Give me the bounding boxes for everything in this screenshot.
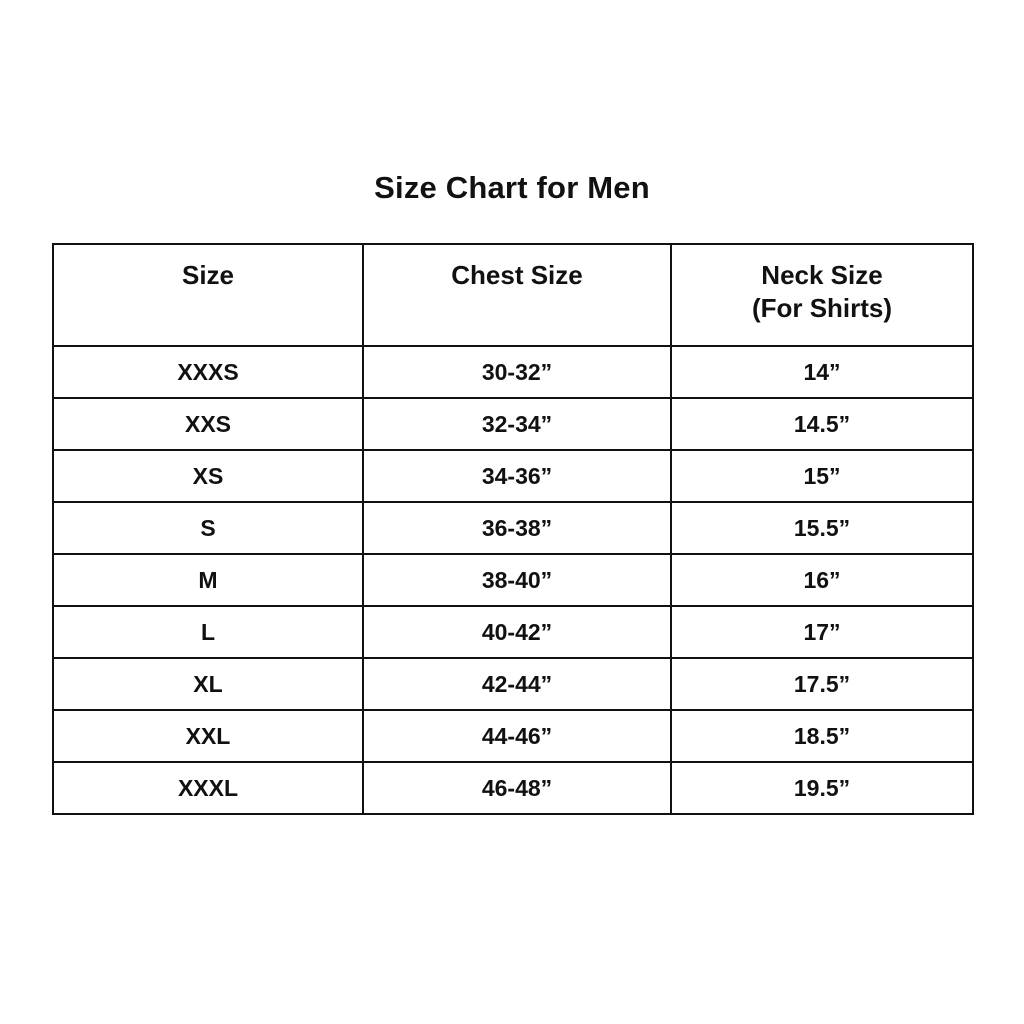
chest-cell: 46-48” xyxy=(362,761,672,815)
table-row: XXXS 30-32” 14” xyxy=(52,345,974,399)
column-header-neck-line1: Neck Size xyxy=(761,260,883,290)
neck-cell: 19.5” xyxy=(670,761,974,815)
column-header-size: Size xyxy=(52,243,364,347)
chest-cell: 40-42” xyxy=(362,605,672,659)
table-row: XXS 32-34” 14.5” xyxy=(52,397,974,451)
size-table: Size Chest Size Neck Size (For Shirts) X… xyxy=(52,243,974,815)
size-cell: XXL xyxy=(52,709,364,763)
neck-cell: 15.5” xyxy=(670,501,974,555)
neck-cell: 17.5” xyxy=(670,657,974,711)
table-row: XL 42-44” 17.5” xyxy=(52,657,974,711)
size-cell: XXS xyxy=(52,397,364,451)
chest-cell: 32-34” xyxy=(362,397,672,451)
neck-cell: 16” xyxy=(670,553,974,607)
size-cell: XL xyxy=(52,657,364,711)
chest-cell: 42-44” xyxy=(362,657,672,711)
neck-cell: 15” xyxy=(670,449,974,503)
neck-cell: 14” xyxy=(670,345,974,399)
page-title: Size Chart for Men xyxy=(374,170,650,205)
table-row: L 40-42” 17” xyxy=(52,605,974,659)
table-row: XXXL 46-48” 19.5” xyxy=(52,761,974,815)
header-row: Size Chest Size Neck Size (For Shirts) xyxy=(52,243,974,347)
table-row: M 38-40” 16” xyxy=(52,553,974,607)
table-row: S 36-38” 15.5” xyxy=(52,501,974,555)
size-cell: XXXL xyxy=(52,761,364,815)
neck-cell: 17” xyxy=(670,605,974,659)
size-cell: XS xyxy=(52,449,364,503)
size-cell: XXXS xyxy=(52,345,364,399)
chest-cell: 38-40” xyxy=(362,553,672,607)
neck-cell: 18.5” xyxy=(670,709,974,763)
column-header-neck: Neck Size (For Shirts) xyxy=(670,243,974,347)
table-row: XS 34-36” 15” xyxy=(52,449,974,503)
size-cell: L xyxy=(52,605,364,659)
chest-cell: 34-36” xyxy=(362,449,672,503)
column-header-size-label: Size xyxy=(181,260,235,290)
size-cell: S xyxy=(52,501,364,555)
chest-cell: 36-38” xyxy=(362,501,672,555)
column-header-chest: Chest Size xyxy=(362,243,672,347)
column-header-neck-line2: (For Shirts) xyxy=(751,293,893,324)
table-row: XXL 44-46” 18.5” xyxy=(52,709,974,763)
column-header-chest-label: Chest Size xyxy=(451,260,583,290)
chest-cell: 44-46” xyxy=(362,709,672,763)
chest-cell: 30-32” xyxy=(362,345,672,399)
size-cell: M xyxy=(52,553,364,607)
neck-cell: 14.5” xyxy=(670,397,974,451)
